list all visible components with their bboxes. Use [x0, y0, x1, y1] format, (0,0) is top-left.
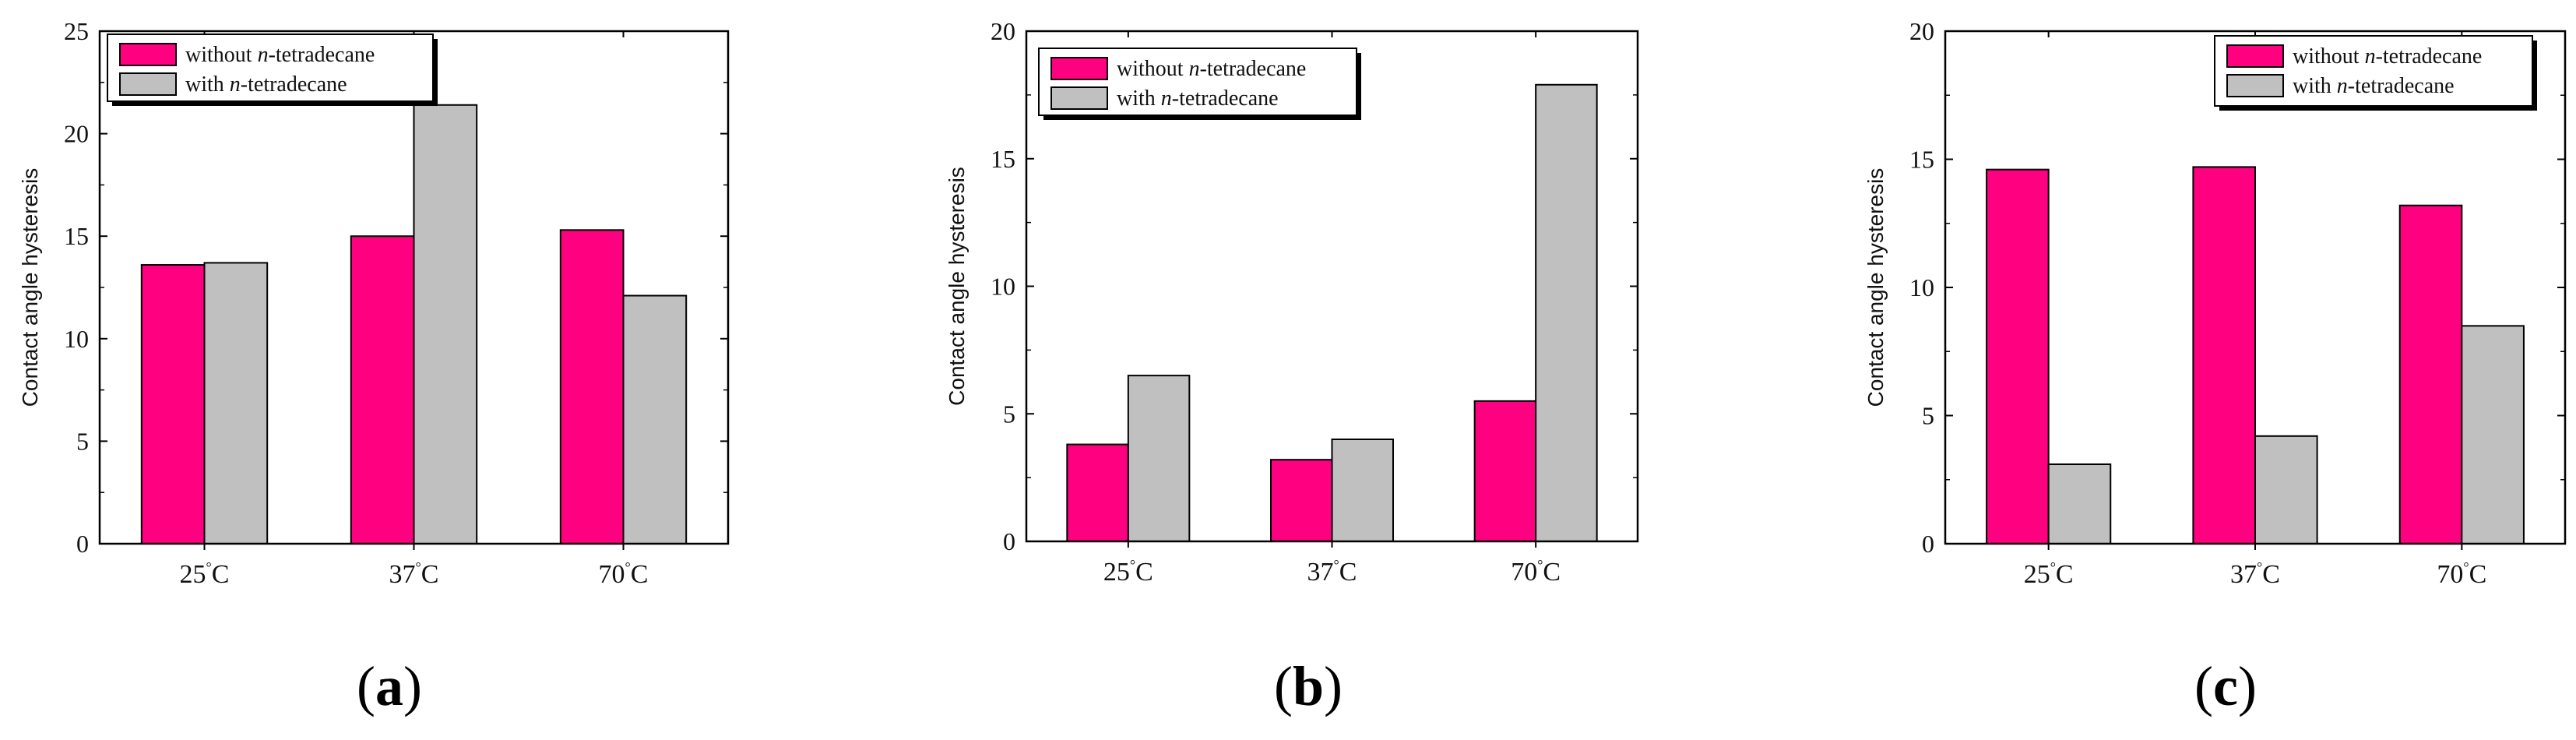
y-tick-label: 5: [1922, 402, 1934, 430]
x-tick-label: 70°C: [2437, 559, 2486, 589]
x-tick-label: 25°C: [180, 559, 230, 589]
x-tick-label: 37°C: [1307, 557, 1357, 587]
x-tick-label: 70°C: [599, 559, 649, 589]
legend: without n-tetradecane with n-tetradecane: [2214, 35, 2537, 111]
chart-panel-c: 25°C 37°C 70°C 0 5 10 15 20 Contact angle hyster…: [1863, 17, 2567, 717]
y-axis-label: Contact angle hysteresis: [1863, 168, 1888, 407]
bar-without-70c: [559, 229, 625, 544]
bar-without-70c: [1473, 400, 1537, 542]
x-tick-label: 70°C: [1511, 557, 1561, 587]
y-tick-label: 0: [1003, 527, 1015, 555]
legend-swatch-without: [1050, 57, 1108, 80]
legend-swatch-without: [119, 43, 177, 66]
y-tick-label: 15: [991, 145, 1015, 173]
bar-with-70c: [622, 294, 688, 544]
y-tick-label: 20: [991, 17, 1015, 45]
legend: without n-tetradecane with n-tetradecane: [1038, 48, 1361, 120]
bar-with-70c: [2461, 325, 2525, 544]
legend-entry-without: without n-tetradecane: [2293, 44, 2482, 69]
legend-swatch-with: [2226, 74, 2284, 97]
y-tick-label: 5: [1003, 400, 1015, 428]
y-tick-label: 10: [991, 273, 1015, 301]
bar-without-25c: [1066, 443, 1129, 542]
y-tick-label: 5: [76, 427, 89, 455]
y-tick-label: 10: [1909, 273, 1934, 301]
bar-without-25c: [140, 264, 206, 544]
x-tick-label: 37°C: [389, 559, 439, 589]
bar-with-37c: [2254, 435, 2318, 544]
y-tick-label: 0: [76, 530, 89, 558]
legend-swatch-with: [1050, 86, 1108, 110]
y-tick-label: 20: [64, 120, 89, 148]
legend-entry-with: with n-tetradecane: [1117, 86, 1279, 111]
chart-panel-b: 25°C 37°C 70°C 0 5 10 15 20 Contact angle hyster…: [945, 17, 1639, 717]
y-tick-label: 10: [64, 325, 89, 353]
bar-with-25c: [1127, 375, 1191, 542]
bar-without-70c: [2398, 204, 2463, 544]
y-axis-label: Contact angle hysteresis: [945, 167, 969, 406]
panel-label: (b): [1274, 655, 1343, 717]
legend-swatch-with: [119, 72, 177, 96]
chart-panel-a: 25°C 37°C 70°C 0 5 10 15 20 25 Contact angle hyst…: [18, 17, 730, 717]
y-tick-label: 25: [64, 17, 89, 45]
bar-without-37c: [350, 235, 415, 544]
y-tick-label: 0: [1922, 530, 1934, 558]
legend-entry-with: with n-tetradecane: [2293, 74, 2455, 98]
y-tick-label: 15: [64, 222, 89, 250]
panel-label: (a): [357, 655, 422, 717]
bar-with-37c: [413, 104, 478, 544]
bar-without-37c: [1270, 459, 1333, 543]
legend: without n-tetradecane with n-tetradecane: [107, 33, 438, 106]
bar-without-37c: [2192, 166, 2256, 544]
y-axis-label: Contact angle hysteresis: [18, 168, 42, 407]
x-tick-label: 25°C: [1103, 557, 1153, 587]
panel-label: (c): [2194, 655, 2257, 717]
legend-entry-without: without n-tetradecane: [1117, 57, 1306, 81]
bar-with-25c: [203, 262, 269, 544]
x-tick-label: 25°C: [2024, 559, 2074, 589]
x-tick-label: 37°C: [2230, 559, 2280, 589]
legend-entry-with: with n-tetradecane: [185, 72, 347, 97]
bar-with-70c: [1535, 83, 1598, 542]
y-tick-label: 15: [1909, 146, 1934, 174]
y-tick-label: 20: [1909, 17, 1934, 45]
legend-swatch-without: [2226, 44, 2284, 68]
bar-with-37c: [1331, 439, 1394, 542]
bar-without-25c: [1986, 168, 2050, 544]
bar-with-25c: [2047, 463, 2112, 545]
legend-entry-without: without n-tetradecane: [185, 43, 375, 67]
